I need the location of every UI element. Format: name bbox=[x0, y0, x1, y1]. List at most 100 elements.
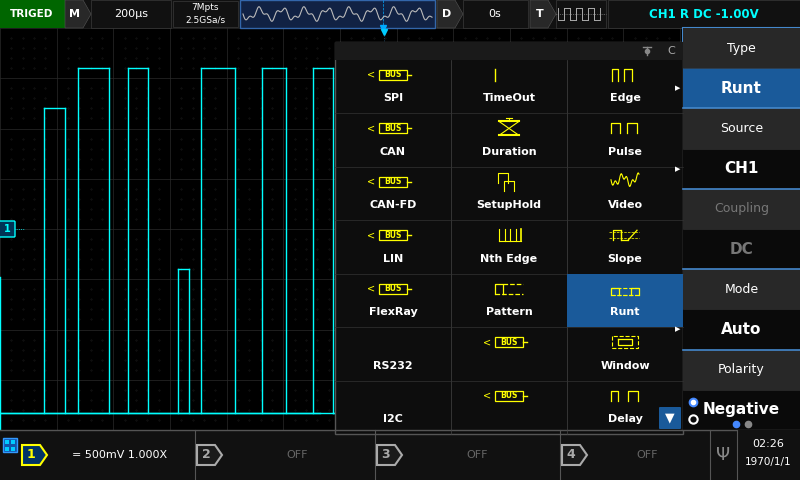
Polygon shape bbox=[437, 0, 463, 28]
Text: Slope: Slope bbox=[608, 254, 642, 264]
Bar bbox=[379, 123, 407, 133]
Bar bbox=[683, 189, 800, 229]
Text: 3: 3 bbox=[382, 448, 390, 461]
Text: ▼: ▼ bbox=[665, 411, 675, 424]
Text: 02:26: 02:26 bbox=[752, 439, 784, 449]
Text: <: < bbox=[483, 337, 491, 347]
Polygon shape bbox=[65, 0, 91, 28]
Text: Ψ: Ψ bbox=[716, 446, 730, 464]
Text: Auto: Auto bbox=[722, 322, 762, 337]
Bar bbox=[240, 0, 435, 28]
Text: CAN: CAN bbox=[380, 147, 406, 157]
Text: SPI: SPI bbox=[383, 94, 403, 104]
Text: Mode: Mode bbox=[725, 283, 758, 296]
Bar bbox=[379, 70, 407, 80]
Text: Polarity: Polarity bbox=[718, 363, 765, 376]
Text: 0s: 0s bbox=[489, 9, 502, 19]
Bar bbox=[683, 229, 800, 269]
Text: OFF: OFF bbox=[466, 450, 488, 460]
Text: Pattern: Pattern bbox=[486, 307, 532, 317]
Text: 2.5GSa/s: 2.5GSa/s bbox=[185, 15, 225, 24]
Text: CAN-FD: CAN-FD bbox=[370, 200, 417, 210]
Bar bbox=[683, 108, 800, 149]
Text: M: M bbox=[70, 9, 81, 19]
Bar bbox=[0, 0, 800, 28]
Bar bbox=[683, 28, 800, 430]
Text: Pulse: Pulse bbox=[608, 147, 642, 157]
Bar bbox=[3, 438, 17, 452]
Text: 2: 2 bbox=[202, 448, 210, 461]
Text: FlexRay: FlexRay bbox=[369, 307, 418, 317]
Text: 200μs: 200μs bbox=[114, 9, 148, 19]
Polygon shape bbox=[562, 445, 587, 465]
Bar bbox=[379, 230, 407, 240]
Text: Delay: Delay bbox=[607, 414, 642, 424]
Text: ▶: ▶ bbox=[674, 326, 680, 333]
Text: 1: 1 bbox=[4, 224, 10, 234]
Text: Runt: Runt bbox=[610, 307, 640, 317]
Text: ▶: ▶ bbox=[674, 166, 680, 172]
Text: 7Mpts: 7Mpts bbox=[191, 3, 218, 12]
Text: TRIGED: TRIGED bbox=[10, 9, 54, 19]
Bar bbox=[11, 440, 15, 444]
Text: ▶: ▶ bbox=[674, 85, 680, 91]
Text: 4: 4 bbox=[566, 448, 575, 461]
Bar bbox=[556, 0, 606, 28]
Text: Source: Source bbox=[720, 122, 763, 135]
Bar bbox=[379, 284, 407, 294]
FancyBboxPatch shape bbox=[0, 221, 15, 237]
Text: DC: DC bbox=[730, 241, 754, 257]
Text: <: < bbox=[367, 123, 375, 133]
Bar bbox=[683, 349, 800, 390]
Bar bbox=[683, 269, 800, 310]
Text: OFF: OFF bbox=[637, 450, 658, 460]
Bar bbox=[0, 430, 800, 480]
Text: Video: Video bbox=[607, 200, 642, 210]
Text: <: < bbox=[367, 284, 375, 294]
Text: Runt: Runt bbox=[721, 81, 762, 96]
Text: I2C: I2C bbox=[383, 414, 403, 424]
Text: <: < bbox=[483, 391, 491, 400]
Polygon shape bbox=[197, 445, 222, 465]
Bar bbox=[5, 447, 9, 451]
Bar bbox=[0, 0, 65, 28]
Text: BUS: BUS bbox=[500, 391, 518, 400]
Text: 1: 1 bbox=[26, 448, 35, 461]
Text: <: < bbox=[367, 70, 375, 80]
Bar bbox=[683, 28, 800, 68]
Bar bbox=[683, 390, 800, 430]
Bar bbox=[335, 42, 683, 434]
Bar bbox=[683, 310, 800, 349]
Bar bbox=[737, 430, 800, 480]
Bar bbox=[567, 274, 683, 327]
Bar bbox=[683, 68, 800, 108]
Text: Nth Edge: Nth Edge bbox=[481, 254, 538, 264]
Bar bbox=[495, 337, 523, 347]
Text: <: < bbox=[367, 230, 375, 240]
Text: Duration: Duration bbox=[482, 147, 536, 157]
Text: BUS: BUS bbox=[500, 337, 518, 347]
Bar bbox=[173, 1, 238, 27]
Polygon shape bbox=[530, 0, 556, 28]
Polygon shape bbox=[22, 445, 47, 465]
Text: <: < bbox=[367, 177, 375, 187]
Text: LIN: LIN bbox=[383, 254, 403, 264]
Text: C: C bbox=[667, 46, 675, 56]
Polygon shape bbox=[377, 445, 402, 465]
Text: BUS: BUS bbox=[384, 284, 402, 293]
Text: RS232: RS232 bbox=[373, 360, 413, 371]
Bar bbox=[495, 391, 523, 400]
Text: SetupHold: SetupHold bbox=[477, 200, 542, 210]
Bar bbox=[11, 447, 15, 451]
Text: = 500mV 1.000X: = 500mV 1.000X bbox=[73, 450, 167, 460]
Text: Type: Type bbox=[727, 42, 756, 55]
Bar bbox=[379, 177, 407, 187]
Text: 1970/1/1: 1970/1/1 bbox=[745, 457, 791, 467]
Text: Edge: Edge bbox=[610, 94, 641, 104]
Text: BUS: BUS bbox=[384, 124, 402, 133]
Text: CH1: CH1 bbox=[724, 161, 758, 176]
Text: BUS: BUS bbox=[384, 71, 402, 80]
Text: Negative: Negative bbox=[703, 402, 780, 418]
Text: D: D bbox=[442, 9, 452, 19]
Text: BUS: BUS bbox=[384, 231, 402, 240]
